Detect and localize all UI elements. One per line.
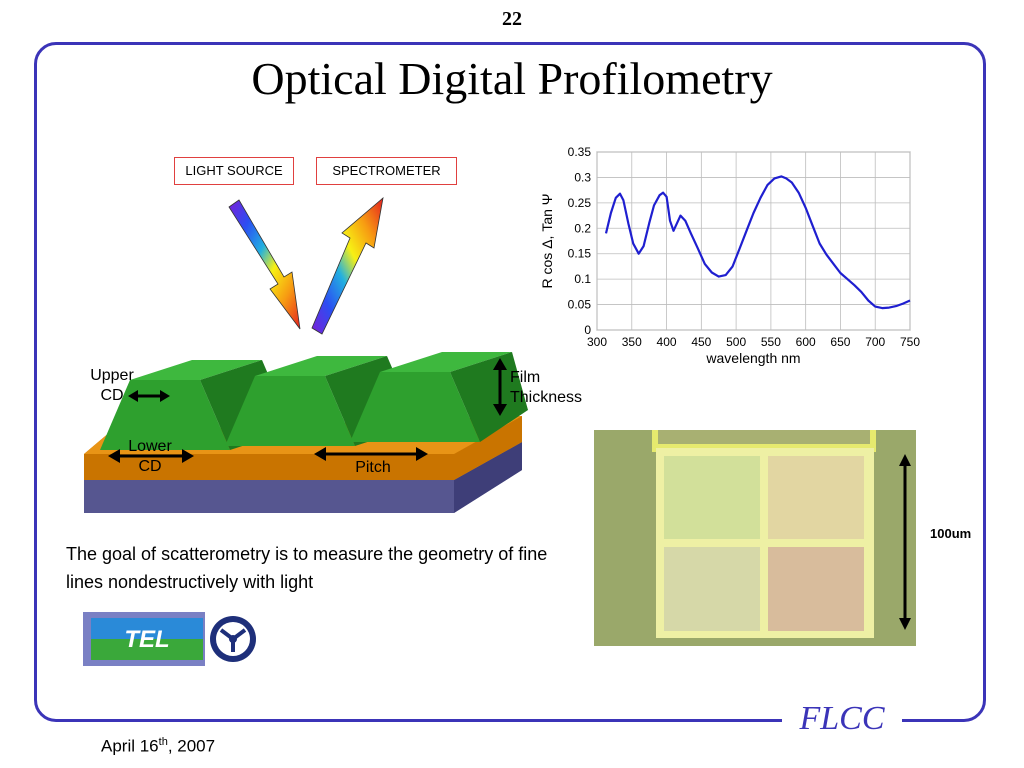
x-tick-label: 650 xyxy=(830,335,850,349)
lower-cd-label: Lower CD xyxy=(128,438,172,475)
grating-diagram xyxy=(84,352,528,513)
x-tick-label: 500 xyxy=(726,335,746,349)
y-tick-label: 0.35 xyxy=(568,145,592,159)
university-seal-icon xyxy=(210,616,256,662)
x-tick-label: 600 xyxy=(796,335,816,349)
dimension-arrows xyxy=(108,358,507,463)
spectrum-chart: 300 350 400 450 500 550 600 650 700 750 0 0.05 0.1 0.… xyxy=(539,145,920,366)
series-line xyxy=(604,175,911,310)
y-tick-label: 0.05 xyxy=(568,298,592,312)
slide-title: Optical Digital Profilometry xyxy=(251,53,773,104)
x-tick-label: 400 xyxy=(657,335,677,349)
pad-top-right xyxy=(768,456,864,539)
y-axis-label: R cos Δ, Tan Ψ xyxy=(539,194,555,289)
grating-line xyxy=(350,352,528,442)
x-tick-label: 700 xyxy=(865,335,885,349)
pad-bottom-left xyxy=(664,547,760,631)
beam-arrows xyxy=(228,196,384,335)
logos-strip: TEL xyxy=(83,612,261,666)
scale-bar xyxy=(899,454,911,630)
slide-frame xyxy=(34,42,986,722)
substrate-layer xyxy=(84,442,522,513)
footer-gap xyxy=(782,700,902,746)
scale-label: 100um xyxy=(930,526,972,541)
reflected-beam-arrow xyxy=(311,196,384,335)
y-tick-label: 0.15 xyxy=(568,247,592,261)
y-tick-label: 0 xyxy=(584,323,591,337)
y-tick-label: 0.25 xyxy=(568,196,592,210)
spectrometer-label: SPECTROMETER xyxy=(316,157,457,185)
light-source-label: LIGHT SOURCE xyxy=(174,157,294,185)
footer-brand: FLCC xyxy=(799,700,885,737)
x-tick-label: 300 xyxy=(587,335,607,349)
x-tick-label: 350 xyxy=(622,335,642,349)
y-tick-label: 0.3 xyxy=(574,170,591,184)
svg-text:TEL: TEL xyxy=(124,626,169,653)
incident-beam-arrow xyxy=(228,199,301,330)
film-thickness-label: Film Thickness xyxy=(510,369,583,406)
x-axis-label: wavelength nm xyxy=(705,350,800,366)
page-number: 22 xyxy=(502,8,522,30)
pad-bottom-right xyxy=(768,547,864,631)
x-tick-label: 450 xyxy=(691,335,711,349)
pad-micrograph xyxy=(594,430,916,646)
tel-logo-icon: TEL xyxy=(91,618,203,660)
pad-top-left xyxy=(664,456,760,539)
pitch-label: Pitch xyxy=(355,459,391,476)
y-tick-label: 0.1 xyxy=(574,272,591,286)
x-tick-label: 550 xyxy=(761,335,781,349)
y-tick-label: 0.2 xyxy=(574,221,591,235)
slide-date: April 16th, 2007 xyxy=(101,736,216,756)
upper-cd-label: Upper CD xyxy=(90,367,134,404)
x-tick-label: 750 xyxy=(900,335,920,349)
slide-caption: The goal of scatterometry is to measure … xyxy=(66,544,548,592)
